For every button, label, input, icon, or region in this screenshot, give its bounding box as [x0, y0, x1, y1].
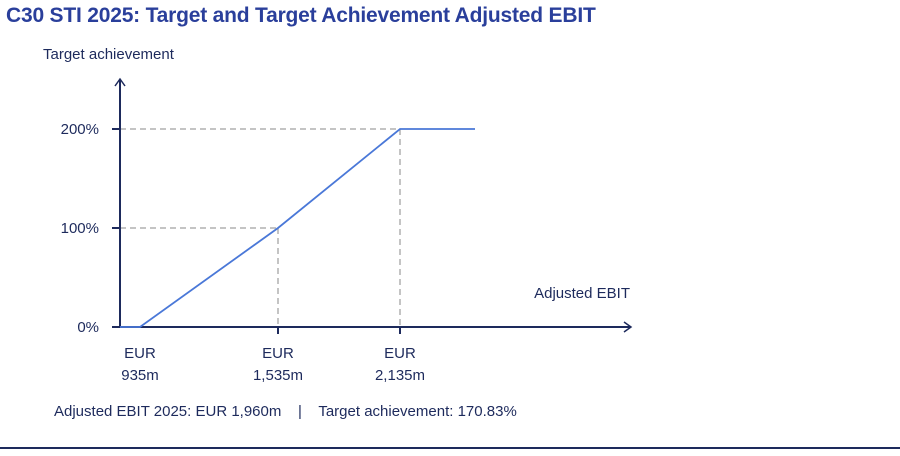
- footer-summary: Adjusted EBIT 2025: EUR 1,960m | Target …: [54, 403, 517, 420]
- x-tick-label-bottom: 2,135m: [375, 367, 425, 384]
- x-axis-label: Adjusted EBIT: [534, 285, 630, 302]
- y-axis-arrow-icon: [114, 77, 126, 87]
- footer-ebit: Adjusted EBIT 2025: EUR 1,960m: [54, 403, 282, 420]
- y-tick-label: 0%: [77, 319, 99, 336]
- footer-achievement: Target achievement: 170.83%: [318, 403, 517, 420]
- y-axis-label: Target achievement: [43, 46, 175, 63]
- x-tick-label-bottom: 935m: [121, 367, 159, 384]
- x-tick-label-bottom: 1,535m: [253, 367, 303, 384]
- y-tick-label: 100%: [61, 220, 99, 237]
- chart-title: C30 STI 2025: Target and Target Achievem…: [6, 4, 596, 27]
- bottom-rule: [0, 447, 900, 449]
- x-tick-label-top: EUR: [384, 345, 416, 362]
- footer-separator: |: [298, 403, 302, 420]
- y-tick-label: 200%: [61, 121, 99, 138]
- x-tick-label-top: EUR: [124, 345, 156, 362]
- x-tick-label-top: EUR: [262, 345, 294, 362]
- x-axis-arrow-icon: [623, 321, 633, 333]
